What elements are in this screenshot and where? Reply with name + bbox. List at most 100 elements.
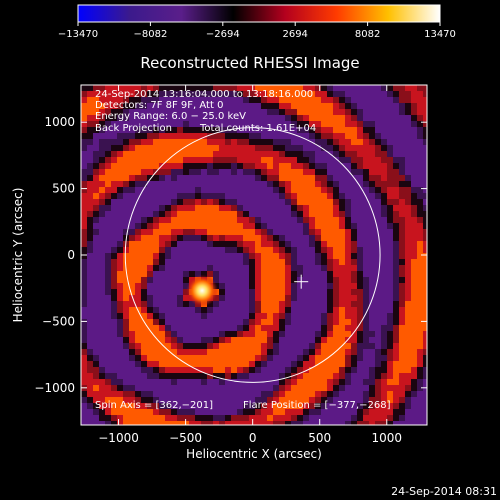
heatmap-cell <box>285 151 292 158</box>
heatmap-cell <box>375 409 382 416</box>
heatmap-cell <box>249 361 256 368</box>
heatmap-cell <box>303 145 310 152</box>
heatmap-cell <box>327 97 334 104</box>
heatmap-cell <box>285 331 292 338</box>
heatmap-cell <box>285 289 292 296</box>
heatmap-cell <box>333 193 340 200</box>
heatmap-cell <box>399 301 406 308</box>
heatmap-cell <box>189 259 196 266</box>
heatmap-cell <box>345 271 352 278</box>
heatmap-cell <box>141 187 148 194</box>
heatmap-cell <box>321 109 328 116</box>
heatmap-cell <box>99 247 106 254</box>
heatmap-cell <box>153 175 160 182</box>
heatmap-cell <box>279 289 286 296</box>
heatmap-cell <box>279 157 286 164</box>
heatmap-cell <box>411 265 418 272</box>
heatmap-cell <box>207 361 214 368</box>
heatmap-cell <box>111 373 118 380</box>
heatmap-cell <box>225 349 232 356</box>
heatmap-cell <box>327 103 334 110</box>
heatmap-cell <box>351 379 358 386</box>
heatmap-cell <box>165 163 172 170</box>
heatmap-cell <box>153 199 160 206</box>
heatmap-cell <box>267 85 274 92</box>
heatmap-cell <box>267 139 274 146</box>
heatmap-cell <box>357 397 364 404</box>
heatmap-cell <box>297 385 304 392</box>
heatmap-cell <box>339 253 346 260</box>
heatmap-cell <box>201 223 208 230</box>
heatmap-cell <box>159 325 166 332</box>
heatmap-cell <box>195 361 202 368</box>
heatmap-cell <box>141 181 148 188</box>
heatmap-cell <box>249 283 256 290</box>
heatmap-cell <box>291 289 298 296</box>
heatmap-cell <box>399 265 406 272</box>
heatmap-cell <box>399 181 406 188</box>
heatmap-cell <box>417 199 424 206</box>
heatmap-cell <box>165 151 172 158</box>
heatmap-cell <box>411 235 418 242</box>
heatmap-cell <box>147 373 154 380</box>
heatmap-cell <box>387 115 394 122</box>
heatmap-cell <box>423 349 427 356</box>
heatmap-cell <box>111 283 118 290</box>
heatmap-cell <box>135 247 142 254</box>
heatmap-cell <box>369 247 376 254</box>
heatmap-cell <box>213 181 220 188</box>
heatmap-cell <box>393 133 400 140</box>
heatmap-cell <box>327 343 334 350</box>
heatmap-cell <box>357 133 364 140</box>
heatmap-cell <box>147 169 154 176</box>
heatmap-cell <box>243 313 250 320</box>
heatmap-cell <box>285 379 292 386</box>
heatmap-cell <box>147 259 154 266</box>
heatmap-cell <box>231 391 238 398</box>
heatmap-cell <box>87 109 94 116</box>
heatmap-cell <box>147 403 154 410</box>
heatmap-cell <box>153 409 160 416</box>
heatmap-cell <box>219 295 226 302</box>
heatmap-cell <box>153 217 160 224</box>
heatmap-cell <box>225 85 232 92</box>
heatmap-cell <box>357 247 364 254</box>
heatmap-cell <box>273 253 280 260</box>
heatmap-cell <box>123 169 130 176</box>
heatmap-cell <box>279 145 286 152</box>
heatmap-cell <box>321 151 328 158</box>
heatmap-cell <box>225 343 232 350</box>
heatmap-cell <box>423 313 427 320</box>
heatmap-cell <box>171 163 178 170</box>
heatmap-cell <box>195 247 202 254</box>
heatmap-cell <box>399 103 406 110</box>
heatmap-cell <box>405 211 412 218</box>
heatmap-cell <box>99 157 106 164</box>
heatmap-cell <box>117 241 124 248</box>
heatmap-cell <box>273 313 280 320</box>
heatmap-cell <box>303 337 310 344</box>
heatmap-cell <box>231 217 238 224</box>
heatmap-cell <box>147 181 154 188</box>
heatmap-cell <box>165 409 172 416</box>
heatmap-cell <box>159 355 166 362</box>
heatmap-cell <box>375 241 382 248</box>
heatmap-cell <box>351 235 358 242</box>
heatmap-cell <box>405 157 412 164</box>
heatmap-cell <box>159 157 166 164</box>
heatmap-cell <box>243 301 250 308</box>
heatmap-cell <box>255 289 262 296</box>
heatmap-cell <box>345 217 352 224</box>
heatmap-cell <box>201 97 208 104</box>
heatmap-cell <box>189 403 196 410</box>
heatmap-cell <box>141 373 148 380</box>
heatmap-cell <box>243 181 250 188</box>
heatmap-cell <box>93 235 100 242</box>
heatmap-cell <box>321 91 328 98</box>
heatmap-cell <box>243 253 250 260</box>
heatmap-cell <box>231 151 238 158</box>
heatmap-cell <box>255 397 262 404</box>
heatmap-cell <box>171 109 178 116</box>
heatmap-cell <box>327 367 334 374</box>
heatmap-cell <box>363 199 370 206</box>
